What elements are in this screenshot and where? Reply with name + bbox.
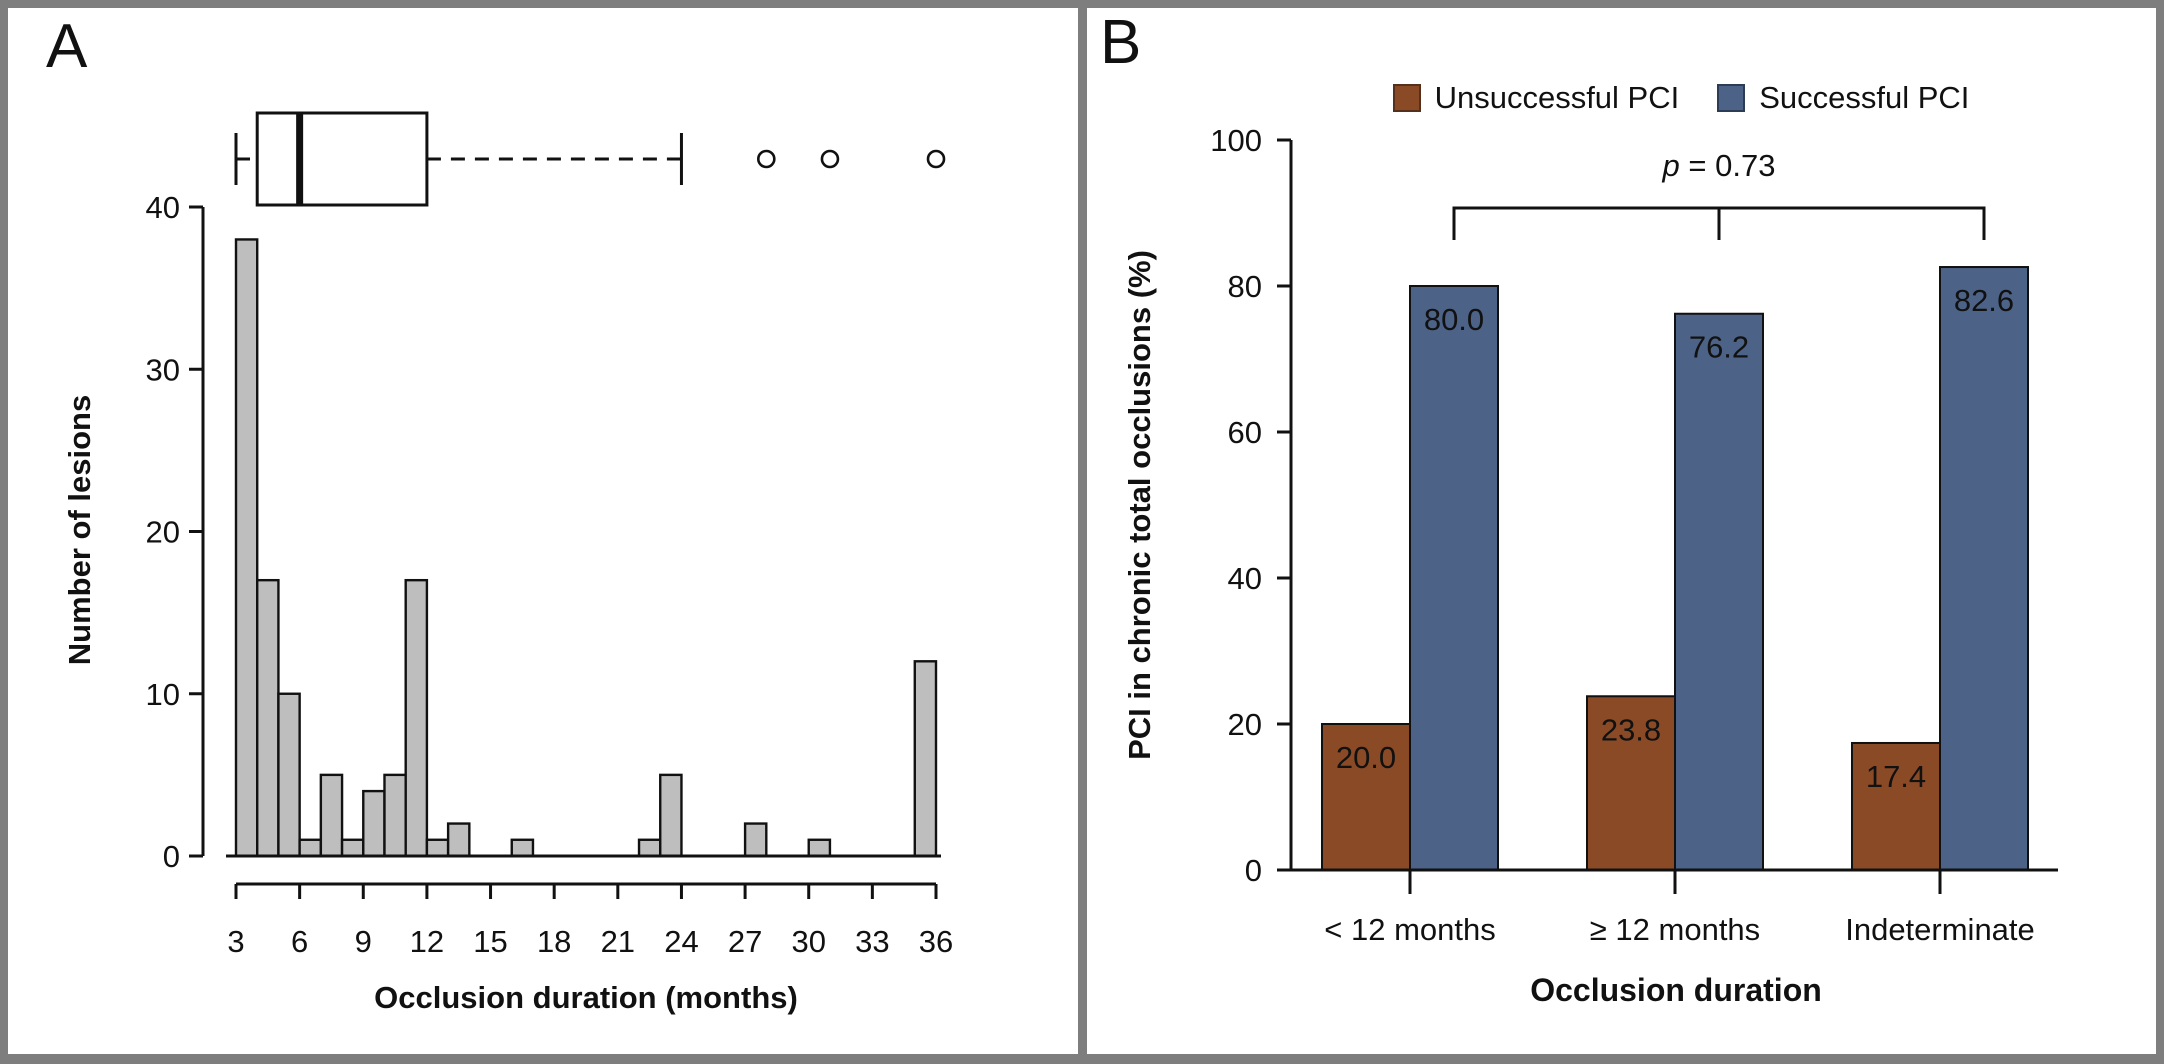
bar-value-label: 20.0	[1336, 740, 1396, 775]
panel-a-x-tick-label: 27	[728, 924, 762, 959]
panel-b-y-tick-label: 20	[1228, 707, 1262, 742]
boxplot-outlier-point	[926, 149, 946, 169]
bar-value-label: 80.0	[1424, 302, 1484, 337]
p-value-text: = 0.73	[1679, 148, 1776, 183]
panel-b-x-axis-title: Occlusion duration	[1530, 972, 1822, 1008]
panel-b-y-tick-label: 80	[1228, 269, 1262, 304]
successful-pci-bar	[1409, 285, 1499, 871]
panel-b-category-label: < 12 months	[1324, 912, 1495, 947]
panel-b-y-tick-label: 0	[1245, 853, 1262, 888]
panel-a-y-tick-label: 40	[146, 190, 180, 225]
histogram-bar	[256, 578, 280, 858]
panel-a-x-tick-label: 12	[410, 924, 444, 959]
panel-a-y-tick-label: 30	[146, 352, 180, 387]
histogram-bar	[659, 773, 683, 858]
unsuccessful-pci-swatch-icon	[1392, 84, 1421, 112]
panel-b-category-label: Indeterminate	[1845, 912, 2035, 947]
panel-a-x-tick-label: 33	[855, 924, 889, 959]
histogram-bar	[383, 773, 407, 858]
bar-value-label: 76.2	[1689, 330, 1749, 365]
legend-item-successful: Successful PCI	[1717, 80, 1969, 116]
panel-b-y-tick-label: 40	[1228, 561, 1262, 596]
boxplot-outlier-point	[820, 149, 840, 169]
histogram-bar	[340, 838, 365, 858]
boxplot-box	[255, 111, 429, 207]
panel-a-y-axis-title: Number of lesions	[62, 394, 97, 666]
successful-pci-swatch-icon	[1717, 84, 1746, 112]
histogram-bar	[637, 838, 662, 858]
panel-a-x-tick-label: 36	[919, 924, 953, 959]
panel-b-y-tick-label: 60	[1228, 415, 1262, 450]
panel-b-y-tick-label: 100	[1210, 123, 1262, 158]
histogram-bar	[913, 660, 938, 858]
panel-a-y-tick-label: 0	[163, 839, 180, 874]
panel-a-x-tick-label: 21	[601, 924, 635, 959]
histogram-bar	[319, 773, 344, 858]
legend-item-unsuccessful: Unsuccessful PCI	[1392, 80, 1680, 116]
panel-a-x-axis-title: Occlusion duration (months)	[374, 980, 798, 1015]
panel-b-y-axis-title: PCI in chronic total occlusions (%)	[1122, 250, 1157, 760]
bar-value-label: 17.4	[1866, 759, 1926, 794]
panel-a-x-tick-label: 24	[664, 924, 698, 959]
boxplot-outlier-point	[757, 149, 776, 169]
panel-a-letter: A	[46, 12, 88, 81]
panel-b-category-label: ≥ 12 months	[1590, 912, 1760, 947]
p-value-annotation: p = 0.73	[1454, 148, 1984, 184]
histogram-bar	[362, 789, 386, 858]
histogram-bar	[234, 238, 259, 858]
legend: Unsuccessful PCI Successful PCI	[1291, 80, 2071, 116]
panel-b-letter: B	[1100, 8, 1142, 77]
bar-value-label: 82.6	[1954, 283, 2014, 318]
histogram-bar	[404, 578, 429, 858]
histogram-bar	[425, 838, 450, 858]
histogram-bar	[807, 838, 832, 858]
histogram-bar	[446, 822, 471, 858]
panel-divider	[1078, 8, 1087, 1054]
histogram-bar	[298, 838, 323, 858]
p-value-symbol: p	[1662, 148, 1680, 183]
panel-a-y-tick-label: 20	[146, 515, 180, 550]
panel-a-x-tick-label: 3	[227, 924, 244, 959]
panel-a-x-tick-label: 30	[791, 924, 825, 959]
histogram-bar	[277, 692, 301, 858]
panel-a-x-tick-label: 6	[291, 924, 308, 959]
panel-a-x-tick-label: 15	[473, 924, 507, 959]
legend-label-successful: Successful PCI	[1759, 80, 1970, 115]
unsuccessful-pci-bar	[1586, 695, 1676, 872]
panel-a-x-tick-label: 9	[355, 924, 372, 959]
successful-pci-bar	[1939, 266, 2029, 871]
panel-a-x-tick-label: 18	[537, 924, 571, 959]
histogram-bar	[743, 822, 768, 858]
bar-value-label: 23.8	[1601, 712, 1661, 747]
histogram-bar	[510, 838, 535, 858]
successful-pci-bar	[1674, 312, 1764, 871]
legend-label-unsuccessful: Unsuccessful PCI	[1434, 80, 1680, 115]
panel-a-y-tick-label: 10	[146, 677, 180, 712]
